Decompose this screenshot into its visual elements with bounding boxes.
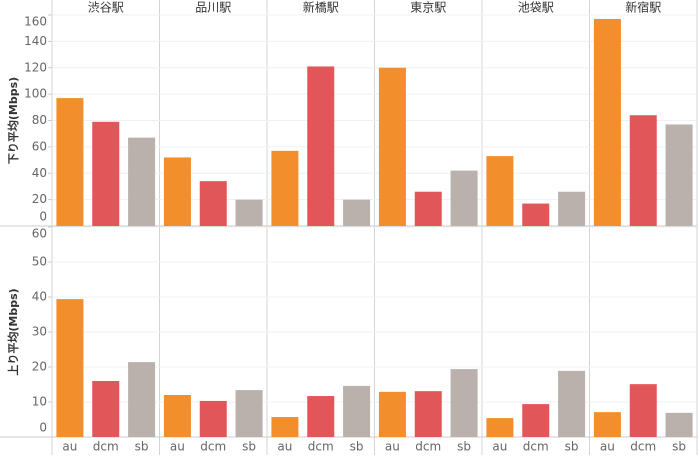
bar (199, 400, 227, 437)
bar (486, 418, 514, 437)
x-tick-label: au (170, 440, 185, 454)
y-tick-label: 140 (24, 34, 47, 48)
bar (450, 170, 478, 226)
bar (414, 391, 442, 437)
bar (271, 150, 299, 226)
facet-label: 池袋駅 (518, 1, 554, 15)
x-tick-label: au (62, 440, 77, 454)
bar (593, 412, 621, 437)
bar (163, 157, 191, 226)
bar (163, 395, 191, 437)
bar (128, 137, 156, 226)
x-tick-label: au (492, 440, 507, 454)
y-tick-label: 20 (32, 360, 47, 374)
facet-label: 新宿駅 (625, 0, 661, 15)
y-axis-label: 下り平均(Mbps) (6, 77, 20, 164)
bar (56, 299, 84, 437)
y-tick-label: 80 (32, 113, 47, 127)
bar (235, 390, 263, 437)
bar (271, 417, 299, 437)
y-tick-label: 60 (32, 139, 47, 153)
x-tick-label: au (600, 440, 615, 454)
bar (199, 181, 227, 226)
x-tick-label: dcm (93, 440, 119, 454)
bar (307, 66, 335, 227)
bar (629, 115, 657, 226)
x-tick-label: sb (135, 440, 149, 454)
x-tick-label: dcm (200, 440, 226, 454)
y-tick-label: 50 (32, 255, 47, 269)
bar (92, 381, 120, 437)
y-tick-label: 60 (32, 227, 47, 241)
facet-label: 新橋駅 (303, 0, 339, 15)
bar (56, 98, 84, 226)
y-tick-label: 0 (39, 421, 47, 435)
bar (558, 191, 586, 226)
bar (593, 18, 621, 226)
x-tick-label: dcm (308, 440, 334, 454)
x-tick-label: au (385, 440, 400, 454)
bar (378, 67, 406, 226)
facet-label: 東京駅 (410, 1, 446, 15)
bar (378, 391, 406, 437)
x-tick-label: au (277, 440, 292, 454)
y-tick-label: 160 (24, 15, 47, 29)
bar (665, 412, 693, 437)
bar (522, 404, 550, 437)
bar (92, 121, 120, 226)
x-tick-label: dcm (630, 440, 656, 454)
x-tick-label: sb (242, 440, 256, 454)
bar (665, 124, 693, 226)
y-tick-label: 40 (32, 166, 47, 180)
x-tick-label: sb (457, 440, 471, 454)
facet-label: 品川駅 (195, 1, 231, 15)
y-axis-label: 上り平均(Mbps) (6, 288, 20, 375)
x-tick-label: sb (565, 440, 579, 454)
x-tick-label: sb (672, 440, 686, 454)
y-tick-label: 30 (32, 325, 47, 339)
bar (307, 396, 335, 437)
y-tick-label: 120 (24, 60, 47, 74)
bar (414, 191, 442, 226)
bar (486, 156, 514, 226)
y-tick-label: 100 (24, 87, 47, 101)
y-tick-label: 0 (39, 210, 47, 224)
bar (522, 203, 550, 226)
y-tick-label: 10 (32, 395, 47, 409)
x-tick-label: sb (350, 440, 364, 454)
bar (629, 384, 657, 437)
facet-label: 渋谷駅 (88, 1, 124, 15)
bar (128, 362, 156, 437)
x-tick-label: dcm (415, 440, 441, 454)
bar (450, 369, 478, 437)
x-tick-label: dcm (523, 440, 549, 454)
y-tick-label: 20 (32, 192, 47, 206)
bar (343, 385, 371, 437)
bar (235, 199, 263, 226)
bar (558, 370, 586, 437)
bar (343, 199, 371, 226)
y-tick-label: 40 (32, 290, 47, 304)
